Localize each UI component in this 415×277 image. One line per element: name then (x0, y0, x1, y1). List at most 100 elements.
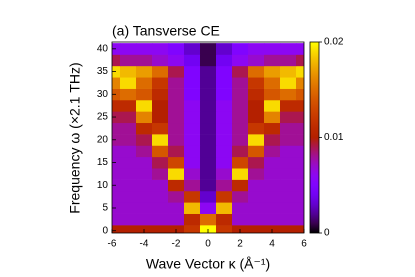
heatmap-cell (296, 43, 304, 55)
heatmap-cell (136, 156, 153, 169)
x-axis-label: Wave Vector κ (Å⁻¹) (146, 256, 270, 272)
heatmap-cell (112, 65, 121, 78)
heatmap-cell (120, 65, 137, 78)
heatmap-cell (112, 179, 121, 192)
x-tick-label: 6 (301, 239, 307, 250)
heatmap-cell (296, 213, 304, 226)
heatmap-cell (248, 65, 265, 78)
heatmap-cell (232, 88, 249, 101)
heatmap-cell (200, 134, 217, 146)
heatmap-cell (280, 156, 297, 169)
heatmap-cell (136, 202, 153, 214)
heatmap-cell (280, 111, 297, 124)
heatmap-cell (136, 43, 153, 55)
heatmap-cell (280, 202, 297, 214)
heatmap-cell (184, 43, 201, 55)
heatmap-cell (184, 54, 201, 67)
heatmap-cell (296, 122, 304, 135)
y-axis-label: Frequency ω (×2.1 THz) (67, 62, 83, 213)
heatmap-cell (184, 202, 201, 214)
heatmap-cell (248, 168, 265, 180)
colorbar (309, 41, 320, 234)
heatmap-cell (112, 213, 121, 226)
heatmap-cell (264, 111, 281, 124)
heatmap-cell (248, 77, 265, 89)
heatmap-cell (168, 202, 185, 214)
heatmap-cell (248, 43, 265, 55)
heatmap-cell (112, 202, 121, 214)
heatmap-cell (248, 99, 265, 112)
heatmap-cell (152, 77, 169, 89)
heatmap-cell (296, 225, 304, 233)
heatmap-cell (296, 54, 304, 67)
heatmap-cell (152, 65, 169, 78)
heatmap-cell (296, 190, 304, 203)
heatmap-cell (200, 77, 217, 89)
heatmap-cell (264, 54, 281, 67)
heatmap-cell (120, 156, 137, 169)
heatmap-cell (280, 54, 297, 67)
heatmap-cell (280, 122, 297, 135)
heatmap-cell (184, 213, 201, 226)
heatmap-cell (168, 213, 185, 226)
heatmap-cell (296, 156, 304, 169)
heatmap-cell (216, 225, 233, 233)
heatmap-cell (136, 122, 153, 135)
heatmap-cell (136, 54, 153, 67)
heatmap-cell (120, 88, 137, 101)
x-tick-label: 4 (269, 239, 275, 250)
heatmap-cell (120, 168, 137, 180)
heatmap-cell (152, 134, 169, 146)
heatmap-cell (112, 122, 121, 135)
heatmap-cell (168, 145, 185, 158)
heatmap-cell (152, 168, 169, 180)
heatmap-cell (296, 179, 304, 192)
heatmap-cell (264, 179, 281, 192)
heatmap-cell (184, 134, 201, 146)
heatmap-cell (112, 43, 121, 55)
heatmap-cell (216, 111, 233, 124)
heatmap-cell (184, 65, 201, 78)
heatmap-cell (184, 111, 201, 124)
heatmap-cell (112, 99, 121, 112)
heatmap-cell (152, 99, 169, 112)
x-tick-label: -4 (140, 239, 149, 250)
heatmap-cell (200, 168, 217, 180)
heatmap-cell (120, 99, 137, 112)
heatmap-cell (200, 43, 217, 55)
heatmap-cell (264, 145, 281, 158)
heatmap-cell (136, 77, 153, 89)
heatmap-cell (112, 134, 121, 146)
heatmap-cell (168, 134, 185, 146)
heatmap-cell (216, 145, 233, 158)
x-tick-label: 2 (237, 239, 243, 250)
heatmap-cell (264, 88, 281, 101)
heatmap-cell (264, 77, 281, 89)
heatmap-cell (120, 111, 137, 124)
heatmap-cell (232, 179, 249, 192)
heatmap-cell (136, 134, 153, 146)
heatmap-cell (216, 156, 233, 169)
heatmap-cell (168, 77, 185, 89)
heatmap-cell (248, 145, 265, 158)
heatmap-cell (280, 213, 297, 226)
heatmap-cell (112, 156, 121, 169)
heatmap-cell (184, 145, 201, 158)
heatmap-cell (112, 111, 121, 124)
heatmap-cell (200, 111, 217, 124)
y-tick-label: 35 (97, 66, 109, 77)
heatmap-cell (296, 168, 304, 180)
heatmap-cell (232, 65, 249, 78)
heatmap-cell (184, 77, 201, 89)
heatmap-cell (168, 99, 185, 112)
heatmap-cell (184, 99, 201, 112)
heatmap-cell (296, 202, 304, 214)
heatmap-cell (248, 179, 265, 192)
colorbar-tick-label: 0.01 (324, 132, 344, 143)
heatmap-cell (296, 145, 304, 158)
heatmap-cell (168, 156, 185, 169)
heatmap-cell (216, 134, 233, 146)
heatmap-cell (200, 54, 217, 67)
heatmap-cell (120, 134, 137, 146)
